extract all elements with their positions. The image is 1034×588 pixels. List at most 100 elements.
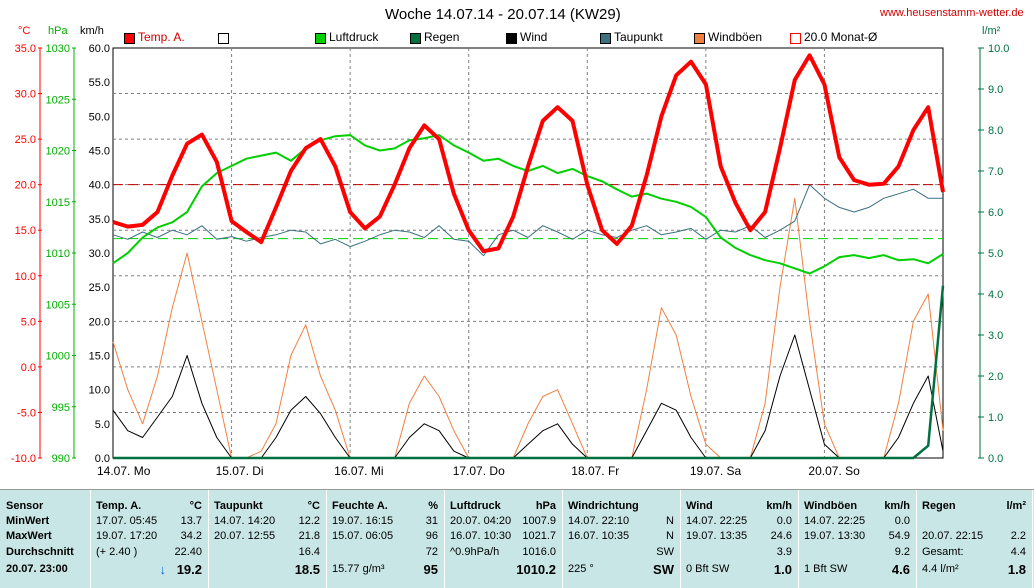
legend-swatch: [410, 33, 421, 44]
wind-tick-label: 55.0: [89, 77, 110, 89]
legend-label: 20.0 Monat-Ø: [804, 30, 878, 44]
rain-tick-label: 10.0: [988, 43, 1009, 55]
avg-value: SW: [656, 546, 674, 558]
column-unit: l/m²: [1006, 500, 1026, 512]
current-note: 15.77 g/m³: [332, 563, 385, 575]
column-unit: km/h: [884, 500, 910, 512]
min-time: 20.07. 04:20: [450, 515, 512, 527]
column-header: Windrichtung: [568, 500, 639, 512]
stats-column: Feuchte A.% 19.07. 16:15 31 15.07. 06:05 96 7…: [326, 490, 445, 588]
min-value: 13.7: [180, 515, 202, 527]
avg-note: Gesamt:: [922, 546, 964, 558]
min-time: 14.07. 22:25: [804, 515, 866, 527]
temp-tick-label: 5.0: [21, 316, 36, 328]
stats-column: Regen l/m² 20.07. 22:15 2.2 Gesamt: 4.4 4.4 l/…: [916, 490, 1033, 588]
column-unit: km/h: [766, 500, 792, 512]
row-label-min: MinWert: [6, 515, 50, 527]
max-time: 19.07. 13:30: [804, 530, 866, 542]
wind-tick-label: 50.0: [89, 111, 110, 123]
min-time: 17.07. 05:45: [96, 515, 158, 527]
column-header: Windböen: [804, 500, 858, 512]
column-header: Taupunkt: [214, 500, 263, 512]
unit-wind: km/h: [80, 25, 104, 37]
series-line: [112, 184, 943, 257]
column-unit: %: [428, 500, 438, 512]
wind-tick-label: 0.0: [95, 453, 110, 465]
legend-swatch: [315, 33, 326, 44]
avg-note: ^0.9hPa/h: [450, 546, 500, 558]
wind-tick-label: 60.0: [89, 43, 110, 55]
column-header: Wind: [686, 500, 713, 512]
max-time: 16.07. 10:30: [450, 530, 512, 542]
pressure-tick-label: 1005: [46, 299, 70, 311]
trend-arrow: ↓: [159, 562, 167, 577]
min-time: 14.07. 22:25: [686, 515, 748, 527]
max-time: 20.07. 22:15: [922, 530, 984, 542]
stats-panel: Sensor MinWert MaxWert Durchschnitt 20.0…: [0, 489, 1034, 588]
unit-rain: l/m²: [982, 25, 1001, 37]
wind-tick-label: 15.0: [89, 351, 110, 363]
legend-swatch: [124, 33, 135, 44]
wind-tick-label: 45.0: [89, 146, 110, 158]
column-header: Feuchte A.: [332, 500, 388, 512]
day-tick-label: 16.07. Mi: [334, 464, 383, 478]
site-link[interactable]: www.heusenstamm-wetter.de: [880, 7, 1024, 19]
stats-column: Windrichtung 14.07. 22:10 N 16.07. 10:35 N SW…: [562, 490, 681, 588]
current-value: 1.0: [773, 562, 792, 577]
wind-tick-label: 20.0: [89, 316, 110, 328]
row-label-max: MaxWert: [6, 530, 52, 542]
current-value: 4.6: [891, 562, 910, 577]
temp-tick-label: 20.0: [15, 180, 36, 192]
max-time: 19.07. 17:20: [96, 530, 158, 542]
legend-swatch: [694, 33, 705, 44]
stats-column: Taupunkt °C 14.07. 14:20 12.2 20.07. 12:55 21…: [208, 490, 327, 588]
temp-tick-label: 15.0: [15, 225, 36, 237]
avg-value: 9.2: [894, 546, 910, 558]
max-value: 54.9: [888, 530, 910, 542]
pressure-tick-label: 1030: [46, 43, 70, 55]
max-time: 19.07. 13:35: [686, 530, 748, 542]
rain-tick-label: 3.0: [988, 330, 1003, 342]
rain-tick-label: 2.0: [988, 371, 1003, 383]
day-tick-label: 17.07. Do: [453, 464, 505, 478]
row-label-column: Sensor MinWert MaxWert Durchschnitt 20.0…: [0, 490, 91, 588]
min-time: 14.07. 22:10: [568, 515, 630, 527]
avg-value: 1016.0: [522, 546, 556, 558]
legend-swatch: [600, 33, 611, 44]
current-note: 1 Bft SW: [804, 563, 848, 575]
max-time: 20.07. 12:55: [214, 530, 276, 542]
column-unit: hPa: [535, 500, 556, 512]
column-header: Regen: [922, 500, 956, 512]
avg-value: 16.4: [298, 546, 320, 558]
max-value: N: [666, 530, 674, 542]
wind-tick-label: 25.0: [89, 282, 110, 294]
current-value: 18.5: [294, 562, 320, 577]
pressure-tick-label: 995: [52, 402, 70, 414]
min-value: 0.0: [776, 515, 792, 527]
current-value: 1.8: [1007, 562, 1026, 577]
avg-value: 72: [425, 546, 438, 558]
min-time: 19.07. 16:15: [332, 515, 394, 527]
pressure-tick-label: 990: [52, 453, 70, 465]
column-unit: °C: [189, 500, 202, 512]
day-tick-label: 18.07. Fr: [571, 464, 619, 478]
rain-tick-label: 7.0: [988, 166, 1003, 178]
temp-tick-label: 0.0: [21, 362, 36, 374]
avg-value: 3.9: [776, 546, 792, 558]
stats-column: Windböen km/h 14.07. 22:25 0.0 19.07. 13:30 5…: [798, 490, 917, 588]
row-label-sensor: Sensor: [6, 500, 44, 512]
stats-column: Luftdruck hPa 20.07. 04:20 1007.9 16.07. 10:…: [444, 490, 563, 588]
legend-label: Regen: [424, 30, 460, 44]
temp-tick-label: 30.0: [15, 89, 36, 101]
rain-tick-label: 6.0: [988, 207, 1003, 219]
current-note: 0 Bft SW: [686, 563, 730, 575]
temp-tick-label: 25.0: [15, 134, 36, 146]
unit-temp: °C: [18, 25, 31, 37]
stats-column: Wind km/h 14.07. 22:25 0.0 19.07. 13:35 24.6 3…: [680, 490, 799, 588]
max-value: 1021.7: [522, 530, 556, 542]
max-time: 16.07. 10:35: [568, 530, 630, 542]
wind-tick-label: 10.0: [89, 385, 110, 397]
pressure-tick-label: 1025: [46, 94, 70, 106]
stats-column: Temp. A. °C 17.07. 05:45 13.7 19.07. 17:20 34…: [90, 490, 209, 588]
plot-area: [112, 47, 944, 459]
